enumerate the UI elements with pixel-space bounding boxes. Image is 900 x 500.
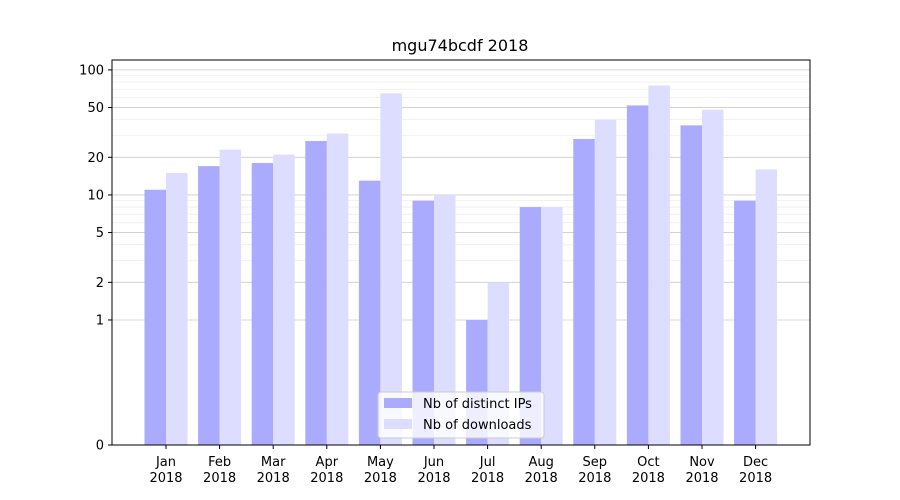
x-tick-label-year: 2018	[739, 471, 772, 486]
bar-downloads-nov	[702, 109, 724, 445]
x-tick-label-year: 2018	[257, 471, 290, 486]
legend-label-distinct-ips: Nb of distinct IPs	[423, 397, 532, 412]
x-tick-label-month: Mar	[261, 455, 286, 470]
x-tick-label-year: 2018	[310, 471, 343, 486]
bar-distinct-ips-apr	[305, 140, 327, 445]
x-tick-label-year: 2018	[685, 471, 718, 486]
bar-distinct-ips-feb	[198, 166, 220, 445]
x-tick-label-month: Nov	[689, 455, 715, 470]
x-tick-label-month: Jan	[155, 455, 176, 470]
bar-downloads-dec	[755, 169, 778, 445]
y-tick-label: 0	[96, 439, 104, 454]
x-tick-label-month: Aug	[529, 455, 554, 470]
y-tick-label: 5	[96, 226, 104, 241]
bar-downloads-aug	[541, 207, 563, 445]
bar-distinct-ips-dec	[734, 200, 756, 445]
x-tick-label-month: May	[367, 455, 394, 470]
x-tick-label-month: Jul	[479, 455, 496, 470]
legend-label-downloads: Nb of downloads	[423, 418, 532, 433]
plot-frame	[111, 59, 811, 446]
x-tick-label-year: 2018	[578, 471, 611, 486]
x-tick-label-month: Feb	[208, 455, 231, 470]
bar-downloads-feb	[219, 149, 242, 446]
bars	[144, 85, 778, 446]
x-tick-label-month: Sep	[583, 455, 608, 470]
x-tick-label-month: Apr	[316, 455, 339, 470]
bar-distinct-ips-may	[358, 180, 381, 445]
x-tick-label-month: Oct	[637, 455, 659, 470]
y-tick-label: 10	[87, 188, 104, 203]
x-tick-label-year: 2018	[525, 471, 558, 486]
legend: Nb of distinct IPs Nb of downloads	[377, 391, 545, 439]
x-tick-label-year: 2018	[632, 471, 665, 486]
legend-swatch-distinct-ips	[384, 398, 412, 408]
chart-title: mgu74bcdf 2018	[392, 36, 529, 55]
y-axis: 0 1 2 5 10 20 50 100	[79, 63, 112, 454]
bar-downloads-mar	[273, 154, 295, 446]
x-tick-label-month: Jun	[423, 455, 444, 470]
legend-swatch-downloads	[384, 419, 412, 429]
bar-downloads-sep	[594, 119, 617, 446]
bar-distinct-ips-oct	[626, 105, 649, 446]
y-tick-label: 1	[96, 313, 104, 328]
bar-distinct-ips-sep	[573, 139, 595, 445]
y-tick-label: 2	[96, 276, 104, 291]
x-tick-label-year: 2018	[417, 471, 450, 486]
bar-downloads-may	[380, 93, 402, 446]
bar-downloads-apr	[326, 133, 349, 445]
bar-downloads-oct	[648, 85, 670, 445]
y-tick-label: 100	[79, 63, 104, 78]
y-tick-label: 50	[87, 101, 104, 116]
bar-distinct-ips-jan	[144, 189, 166, 445]
bar-distinct-ips-jun	[412, 200, 434, 445]
legend-box	[377, 391, 545, 439]
x-tick-label-year: 2018	[364, 471, 397, 486]
x-tick-label-year: 2018	[471, 471, 504, 486]
x-axis: Jan2018Feb2018Mar2018Apr2018May2018Jun20…	[149, 445, 772, 486]
bar-downloads-jun	[434, 194, 456, 445]
bar-distinct-ips-mar	[251, 163, 274, 445]
x-tick-label-year: 2018	[203, 471, 236, 486]
x-tick-label-month: Dec	[743, 455, 768, 470]
bar-downloads-jan	[166, 172, 188, 445]
x-tick-label-year: 2018	[149, 471, 182, 486]
bar-distinct-ips-nov	[680, 125, 702, 445]
y-tick-label: 20	[87, 151, 104, 166]
bar-distinct-ips-aug	[519, 207, 542, 445]
